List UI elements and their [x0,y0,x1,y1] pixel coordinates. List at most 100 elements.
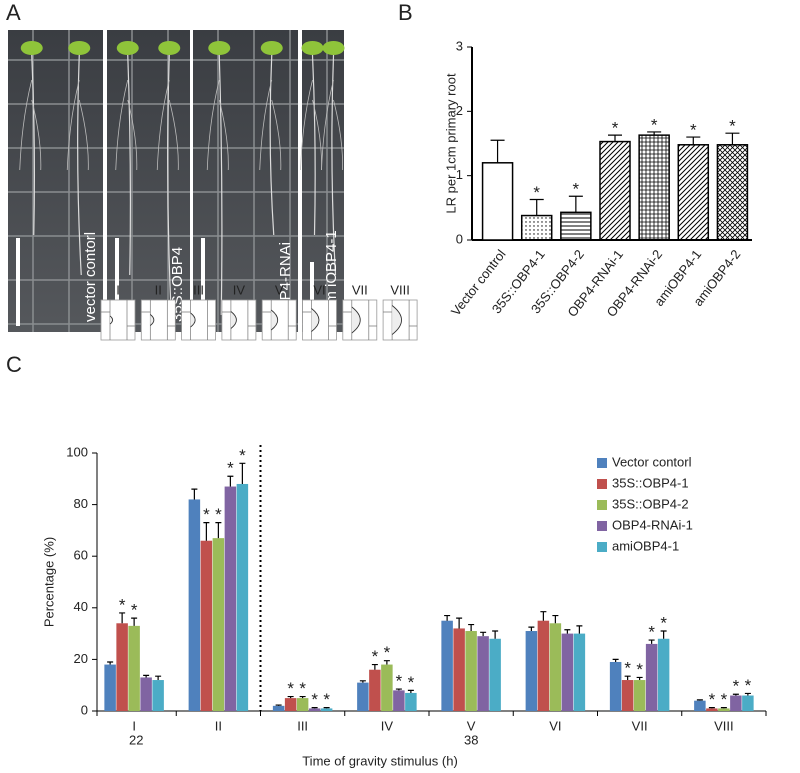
root [321,79,343,171]
stage-box [140,299,176,341]
error-bar [576,625,583,634]
bar [453,628,465,711]
bar [465,631,477,711]
seedling [68,41,91,55]
primordium [351,306,361,334]
y-tick-label: 60 [74,548,88,563]
x-tick-label: I [132,718,136,733]
y-tick-label: 3 [456,38,463,53]
error-bar [119,612,126,624]
error-bar [456,617,463,629]
stage-label: VIII [390,282,410,297]
stage-label: III [193,282,204,297]
photo [8,30,103,332]
y-tick-label: 80 [74,496,88,511]
primordium [150,314,155,326]
scale-bar [201,238,205,326]
legend-swatch [597,500,607,510]
significance: * [384,643,391,662]
error-bar [552,614,559,624]
stage-box [261,299,297,341]
error-bar [239,462,246,484]
error-bar [480,631,487,637]
error-bar [708,707,715,709]
root [115,79,138,171]
stage-box [342,299,378,341]
root [269,54,275,236]
error-bar [371,663,378,670]
bar [481,162,514,241]
significance: * [299,679,306,698]
bar [308,708,321,711]
significance: * [636,660,643,679]
bar [706,708,718,711]
seedling [116,41,139,55]
seedling [208,41,231,55]
error-bar [568,195,583,213]
root [167,54,172,316]
error-bar [143,674,150,678]
panel-label: B [398,0,413,25]
x-tick-label: V [467,718,476,733]
significance: * [624,659,631,678]
error-bar [155,675,162,681]
bar [128,625,140,711]
bar [537,620,550,711]
root [127,54,132,276]
error-bar [624,675,631,681]
bar [718,708,730,711]
photo-label: vector contorl [82,232,99,322]
significance: * [648,623,655,642]
seedling [20,41,43,55]
x-group-label: 38 [464,732,478,747]
bar [742,695,754,711]
y-axis-label: LR per 1cm primary root [443,73,458,214]
scale-bar [16,238,20,326]
bar [677,144,710,241]
significance: * [533,183,540,202]
bar [369,669,381,711]
y-tick-label: 40 [74,599,88,614]
photo [302,30,344,332]
error-bar [696,699,703,701]
error-bar [725,132,740,145]
seedling [158,41,181,55]
stage-box [181,299,217,341]
error-bar [647,131,662,136]
bar [520,214,553,241]
bar [236,483,249,711]
error-bar [299,695,306,699]
panel-label: C [6,352,22,377]
bar [730,695,742,711]
seedling [260,41,283,55]
error-bar [287,695,294,699]
y-tick-label: 0 [456,231,463,246]
bar [525,631,538,711]
error-bar [359,680,366,683]
primordium [190,312,196,328]
bar [633,680,646,711]
bar [645,643,658,711]
significance: * [612,119,619,138]
y-tick-label: 1 [456,167,463,182]
error-bar [732,693,739,696]
stage-box [221,299,257,341]
significance: * [372,647,379,666]
stage-label: V [275,282,284,297]
bar [284,698,297,711]
stage-diagrams: I II III IV V VI VII VIII [100,282,418,341]
x-tick-label: VIII [714,718,734,733]
significance: * [690,121,697,140]
root [206,79,229,171]
significance: * [651,115,658,134]
bar [200,540,213,711]
significance: * [721,690,728,709]
y-tick-label: 20 [74,651,88,666]
error-bar [720,707,727,709]
significance: * [131,601,138,620]
legend-swatch [597,521,607,531]
y-tick-label: 2 [456,103,463,118]
significance: * [709,690,716,709]
significance: * [729,117,736,136]
legend-label: 35S::OBP4-2 [612,496,689,511]
